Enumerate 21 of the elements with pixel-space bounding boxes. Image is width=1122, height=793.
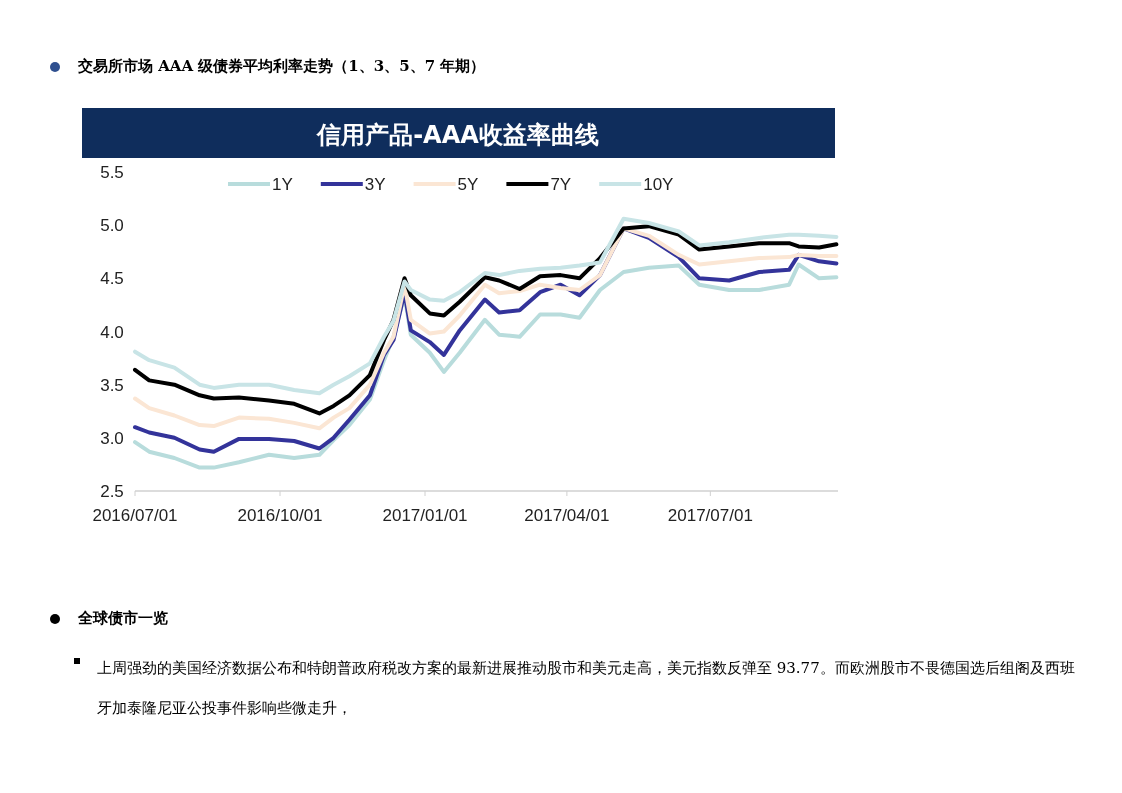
legend-label: 10Y [643,175,674,194]
legend-label: 5Y [457,175,479,194]
legend-label: 3Y [364,175,386,194]
y-tick-label: 3.0 [100,428,124,448]
y-tick-label: 2.5 [100,482,124,501]
y-tick-label: 4.0 [100,322,124,342]
x-tick-label: 2017/07/01 [667,506,753,525]
y-tick-label: 3.5 [100,375,124,395]
x-tick-label: 2017/04/01 [524,506,610,525]
y-tick-label: 5.0 [100,216,124,236]
y-tick-label: 5.5 [100,163,124,182]
legend-label: 1Y [272,175,293,194]
text: 全球债市一览 [78,609,168,628]
text: 交易所市场 AAA 级债券平均利率走势（1、3、5、7 年期） [78,57,486,76]
y-tick-label: 4.5 [100,269,124,289]
x-tick-label: 2016/07/01 [92,506,178,525]
text: 上周强劲的美国经济数据公布和特朗普政府税改方案的最新进展推动股市和美元走高，美元指数反弹至 93.77。而欧洲股市不畏德国选后组阁及西班牙加泰隆尼亚公投事件影响些微走升， [97,659,1075,717]
legend-label: 7Y [550,175,572,194]
x-tick-label: 2017/01/01 [382,506,468,525]
x-tick-label: 2016/10/01 [237,506,323,525]
chart-title: 信用产品-AAA收益率曲线 [316,121,599,149]
